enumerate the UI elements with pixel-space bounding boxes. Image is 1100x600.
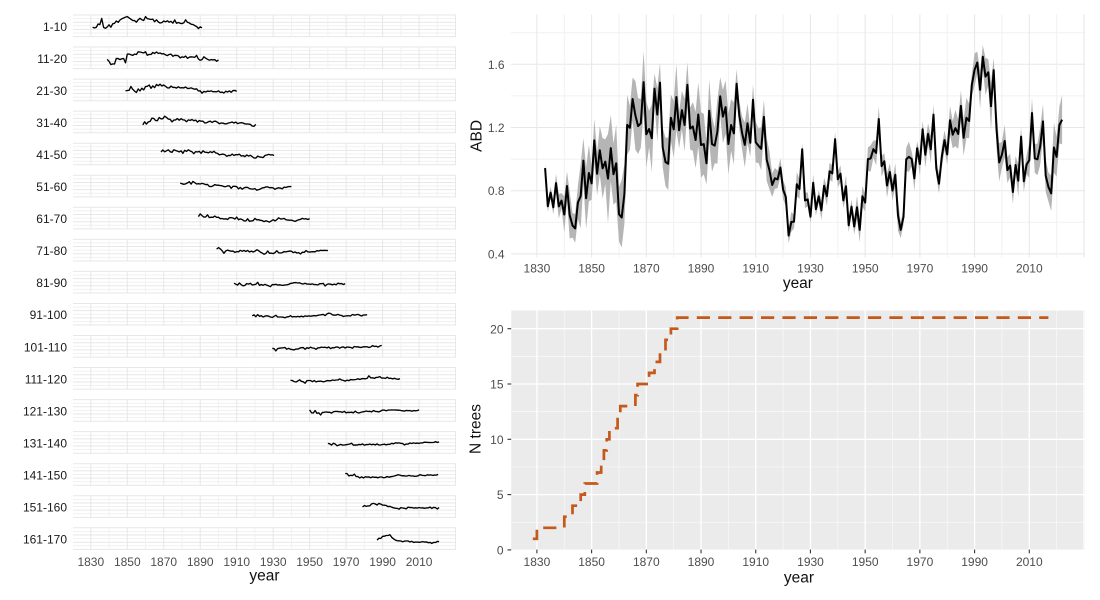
svg-text:161-170: 161-170 [23, 533, 67, 547]
svg-text:10: 10 [490, 433, 504, 447]
svg-text:1970: 1970 [907, 262, 934, 276]
svg-text:2010: 2010 [406, 555, 433, 569]
svg-text:1890: 1890 [688, 555, 715, 569]
svg-text:year: year [783, 275, 813, 292]
svg-text:2010: 2010 [1016, 555, 1043, 569]
svg-text:1830: 1830 [77, 555, 104, 569]
svg-text:year: year [784, 569, 814, 586]
svg-text:1950: 1950 [852, 262, 879, 276]
svg-text:1870: 1870 [150, 555, 177, 569]
svg-text:1910: 1910 [742, 262, 769, 276]
svg-text:151-160: 151-160 [23, 501, 67, 515]
svg-text:1-10: 1-10 [43, 20, 67, 34]
svg-text:ABD: ABD [469, 120, 486, 152]
svg-text:1870: 1870 [633, 555, 660, 569]
svg-text:1910: 1910 [742, 555, 769, 569]
svg-text:1.6: 1.6 [488, 58, 505, 72]
svg-text:1950: 1950 [296, 555, 323, 569]
svg-text:51-60: 51-60 [36, 180, 67, 194]
svg-text:1930: 1930 [797, 555, 824, 569]
svg-text:1990: 1990 [961, 555, 988, 569]
svg-text:111-120: 111-120 [25, 372, 68, 386]
svg-text:1890: 1890 [187, 555, 214, 569]
svg-text:61-70: 61-70 [36, 212, 67, 226]
svg-text:11-20: 11-20 [37, 52, 67, 66]
svg-text:5: 5 [497, 488, 504, 502]
svg-text:1930: 1930 [260, 555, 287, 569]
svg-text:15: 15 [490, 378, 504, 392]
svg-text:91-100: 91-100 [30, 308, 68, 322]
svg-text:141-150: 141-150 [23, 469, 67, 483]
svg-text:81-90: 81-90 [36, 276, 67, 290]
svg-text:year: year [249, 568, 279, 585]
svg-text:1850: 1850 [578, 262, 605, 276]
svg-text:1910: 1910 [223, 555, 250, 569]
svg-text:1970: 1970 [907, 555, 934, 569]
svg-text:1990: 1990 [961, 262, 988, 276]
svg-text:1.2: 1.2 [488, 121, 505, 135]
svg-text:1950: 1950 [852, 555, 879, 569]
svg-text:31-40: 31-40 [36, 116, 67, 130]
svg-text:1850: 1850 [578, 555, 605, 569]
svg-text:0: 0 [497, 544, 504, 558]
svg-text:21-30: 21-30 [36, 84, 67, 98]
svg-text:101-110: 101-110 [24, 340, 67, 354]
svg-text:1870: 1870 [633, 262, 660, 276]
svg-text:20: 20 [490, 322, 504, 336]
svg-text:1830: 1830 [524, 262, 551, 276]
svg-text:0.4: 0.4 [488, 247, 505, 261]
svg-text:1890: 1890 [688, 262, 715, 276]
svg-text:2010: 2010 [1016, 262, 1043, 276]
svg-text:121-130: 121-130 [23, 404, 67, 418]
svg-text:0.8: 0.8 [488, 184, 505, 198]
svg-text:131-140: 131-140 [23, 436, 67, 450]
svg-text:1930: 1930 [797, 262, 824, 276]
svg-text:1970: 1970 [333, 555, 360, 569]
svg-text:1990: 1990 [369, 555, 396, 569]
svg-text:71-80: 71-80 [36, 244, 67, 258]
svg-text:1850: 1850 [114, 555, 141, 569]
svg-text:1830: 1830 [524, 555, 551, 569]
svg-text:N trees: N trees [468, 404, 485, 454]
svg-text:41-50: 41-50 [36, 148, 67, 162]
